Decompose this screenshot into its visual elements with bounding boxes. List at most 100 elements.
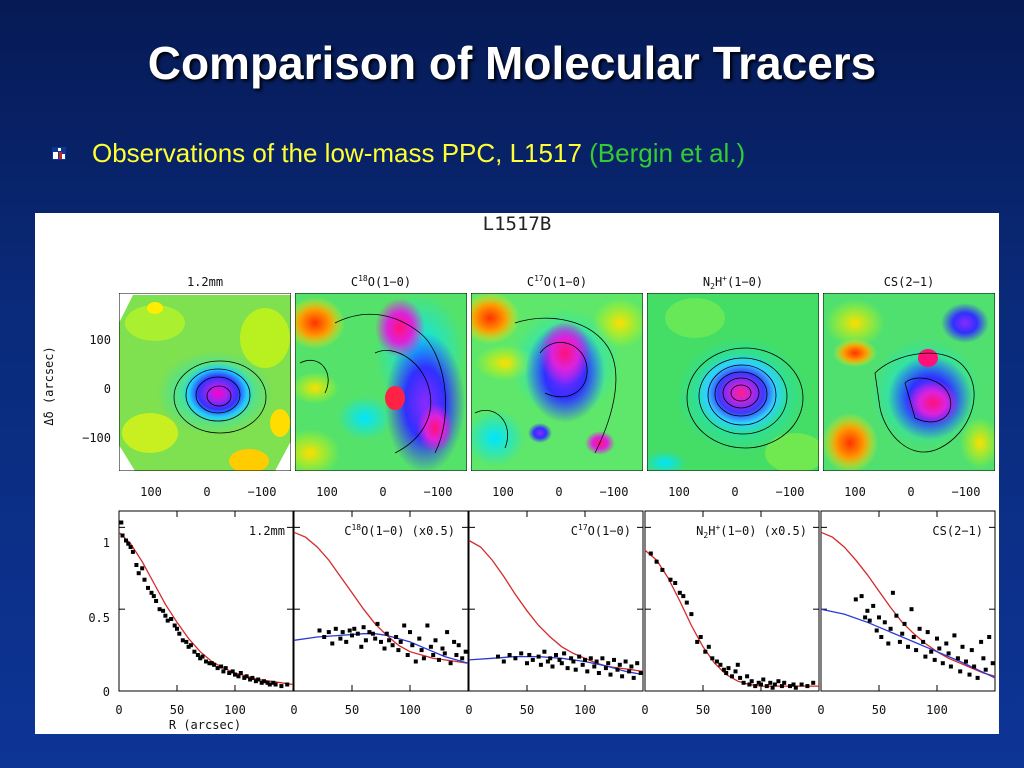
map-xtick-label: 0 [555, 485, 562, 499]
data-point [695, 639, 700, 644]
data-point [761, 677, 766, 682]
data-point [433, 638, 438, 643]
data-point [273, 682, 278, 687]
data-point [782, 680, 787, 685]
data-point [879, 635, 884, 639]
data-point [894, 613, 899, 618]
profile-n2h-rest: (1−0) (x0.5) [720, 524, 807, 538]
data-point [967, 672, 972, 677]
profile-label-1-2mm: 1.2mm [249, 524, 285, 538]
data-point [738, 675, 743, 680]
data-point [177, 631, 182, 636]
data-point [902, 621, 907, 626]
map-c18o-sup: 18 [358, 274, 368, 283]
data-point [262, 679, 266, 684]
data-point [454, 653, 459, 657]
data-point [906, 644, 910, 649]
data-point [559, 661, 564, 666]
data-point [259, 680, 264, 685]
data-point [370, 631, 375, 636]
map-label-cs: CS(2−1) [884, 275, 935, 289]
profile-frame [118, 510, 294, 692]
profile-xtick-label: 0 [465, 703, 472, 717]
profile-panel: 0 50 100 [641, 510, 820, 717]
bullet-text: Observations of the low-mass PPC, L1517 … [92, 138, 745, 169]
data-point [573, 667, 578, 672]
profile-panels: 0 50 100 0 50 100 0 50 100 0 50 100 0 50 100 [115, 510, 996, 717]
data-point [772, 682, 777, 687]
profile-ytick-1: 1 [103, 536, 110, 550]
map-xtick-label: 100 [668, 485, 690, 499]
map-label-n2h: N2H+(1−0) [703, 274, 763, 291]
data-point [871, 603, 876, 608]
map-n2h-main: N [703, 275, 710, 289]
data-point [668, 577, 673, 582]
profile-xtick-label: 100 [926, 703, 948, 717]
map-xtick-label: −100 [424, 485, 453, 499]
data-point [805, 684, 810, 689]
data-point [536, 654, 541, 659]
data-point [721, 667, 726, 672]
data-point [198, 656, 203, 661]
data-point [929, 649, 934, 654]
profile-xtick-label: 0 [115, 703, 122, 717]
data-point [937, 646, 942, 651]
data-point [911, 635, 916, 639]
map-ytick-neg100: −100 [82, 431, 111, 445]
data-point [120, 533, 125, 538]
data-point [571, 659, 576, 664]
data-point [405, 653, 410, 657]
map-cs [823, 293, 995, 471]
map-xtick-label: 0 [379, 485, 386, 499]
profile-c17o-sup: 17 [578, 523, 588, 532]
data-point [979, 639, 984, 644]
data-point [917, 626, 922, 631]
data-point [629, 664, 634, 669]
data-point [130, 549, 135, 554]
data-point [888, 626, 893, 631]
profile-xtick-label: 50 [345, 703, 359, 717]
data-point [677, 590, 682, 595]
data-point [608, 672, 613, 677]
data-point [445, 630, 450, 635]
data-point [394, 635, 399, 639]
profile-xtick-label: 0 [641, 703, 648, 717]
data-point [221, 669, 226, 674]
profile-xtick-label: 0 [817, 703, 824, 717]
profile-c17o-main: C [571, 524, 578, 538]
profile-label-n2h: N2H+(1−0) (x0.5) [696, 523, 807, 540]
bullet-main-text: Observations of the low-mass PPC, L1517 [92, 138, 582, 168]
data-point [248, 677, 253, 682]
data-point [882, 620, 887, 625]
data-point [877, 615, 881, 620]
data-point [897, 639, 902, 644]
map-xtick-label: −100 [776, 485, 805, 499]
data-point [620, 674, 625, 679]
map-xtick-label: −100 [248, 485, 277, 499]
data-point [396, 648, 401, 653]
data-point [615, 667, 620, 672]
data-point [530, 657, 535, 662]
bullet-citation: (Bergin et al.) [589, 138, 746, 168]
data-point [627, 669, 632, 674]
model-curve-red [820, 531, 996, 677]
data-point [519, 651, 524, 656]
data-point [770, 685, 775, 690]
data-point [562, 651, 567, 656]
data-point [265, 680, 270, 685]
figure-title: L1517B [483, 213, 552, 235]
data-point [209, 661, 214, 666]
profile-xtick-label: 50 [520, 703, 534, 717]
data-point [764, 684, 769, 689]
data-point [119, 520, 124, 525]
data-point [612, 657, 616, 662]
data-point [428, 644, 433, 649]
map-ylabel: Δδ (arcsec) [42, 346, 56, 425]
data-point [724, 671, 729, 675]
data-point [338, 636, 343, 641]
map-c18o [295, 293, 467, 471]
profile-xtick-label: 100 [224, 703, 246, 717]
data-point [703, 649, 708, 654]
data-point [681, 594, 686, 599]
map-xtick-label: 0 [203, 485, 210, 499]
